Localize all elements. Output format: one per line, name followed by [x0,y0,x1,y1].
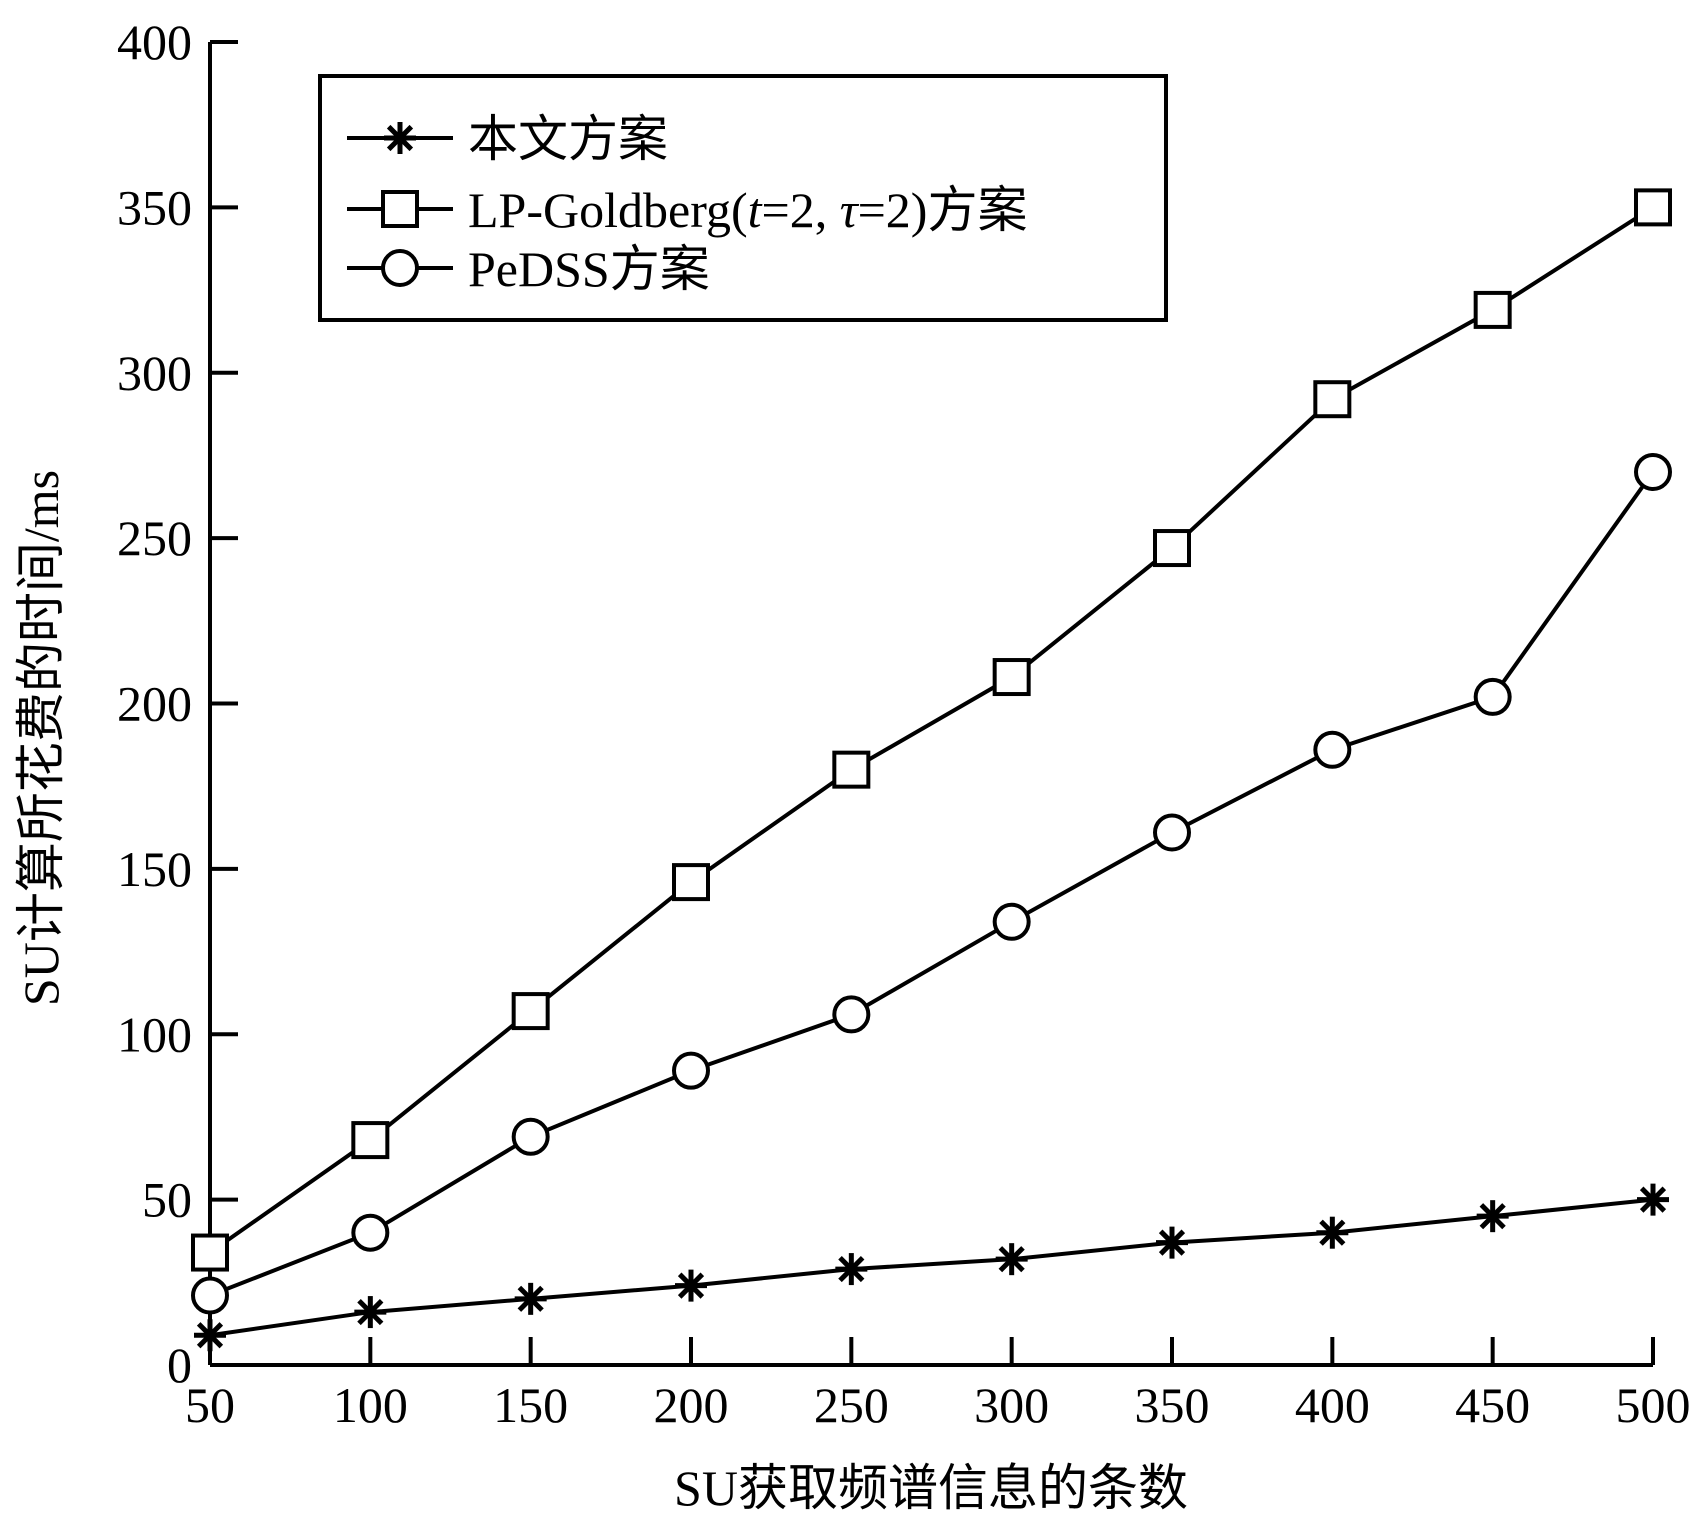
data-point-circle [1313,730,1352,769]
data-point-square [1634,188,1672,227]
data-point-star [1637,1183,1669,1216]
data-point-circle [191,1276,229,1315]
y-tick-label: 100 [117,1006,192,1062]
data-point-star [514,1282,547,1315]
data-point-circle [1634,452,1672,491]
data-point-square [1313,380,1352,419]
data-point-circle [1153,813,1191,852]
legend-label-lp-goldberg: LP-Goldberg(t=2, τ=2)方案 [468,182,1027,238]
x-tick-label: 450 [1455,1377,1530,1433]
x-tick-label: 150 [493,1377,568,1433]
data-point-circle [1473,677,1512,716]
x-tick-label: 100 [333,1377,408,1433]
data-point-star [354,1296,387,1329]
data-point-square [992,658,1031,697]
data-point-circle [351,1213,390,1252]
legend-box [318,74,1168,322]
x-tick-label: 500 [1616,1377,1690,1433]
data-point-star [194,1319,226,1352]
legend-marker-star-icon [384,122,416,154]
data-point-star [1156,1226,1188,1259]
data-point-star [835,1253,868,1286]
circle-icon [381,249,419,287]
y-tick-label: 400 [117,14,192,70]
x-tick-label: 200 [654,1377,729,1433]
data-point-star [995,1243,1028,1276]
y-tick-label: 200 [117,676,192,732]
legend-marker-square-icon [381,190,419,228]
y-axis-title: SU计算所花费的时间/ms [13,470,69,1006]
x-axis-title: SU获取频谱信息的条数 [674,1460,1188,1516]
data-point-circle [992,902,1031,941]
legend: 本文方案 LP-Goldberg(t=2, τ=2)方案 PeDSS方案 [318,74,1168,322]
series-line-square [208,205,1655,1255]
data-point-square [672,863,710,902]
y-tick-label: 250 [117,510,192,566]
x-tick-label: 350 [1135,1377,1210,1433]
series-line-star [209,1197,1654,1338]
data-point-circle [672,1051,710,1090]
data-point-star [1316,1216,1349,1249]
series-group [191,188,1672,1352]
legend-label-pedss: PeDSS方案 [468,241,710,297]
y-tick-label: 300 [117,345,192,401]
series-line-circle [209,470,1655,1298]
legend-label-ours: 本文方案 [468,111,668,167]
data-point-square [511,992,550,1031]
series-circle [191,452,1672,1315]
data-point-square [1473,290,1512,329]
star-icon [384,122,416,154]
x-tick-label: 250 [814,1377,889,1433]
data-point-circle [832,995,871,1034]
data-point-star [1476,1200,1509,1233]
legend-marker-circle-icon [381,249,419,287]
series-square [191,188,1672,1272]
data-point-star [675,1269,707,1302]
y-tick-label: 0 [167,1337,192,1393]
legend-entry-ours: 本文方案 [347,111,668,167]
legend-entry-lp-goldberg: LP-Goldberg(t=2, τ=2)方案 [347,182,1027,238]
y-ticks: 0 50 100 150 200 250 300 350 400 [117,14,238,1393]
y-tick-label: 350 [117,179,192,235]
x-tick-label: 50 [185,1377,235,1433]
y-tick-label: 150 [117,841,192,897]
data-point-square [191,1233,229,1272]
series-star [194,1183,1669,1352]
data-point-circle [511,1117,550,1156]
x-ticks: 50 100 150 200 250 300 350 400 450 500 [185,1337,1690,1433]
data-point-square [1153,529,1191,568]
legend-entry-pedss: PeDSS方案 [347,241,710,297]
data-point-square [351,1121,390,1160]
square-icon [381,190,419,228]
x-tick-label: 400 [1295,1377,1370,1433]
y-tick-label: 50 [142,1172,192,1228]
x-tick-label: 300 [974,1377,1049,1433]
data-point-square [832,750,871,789]
